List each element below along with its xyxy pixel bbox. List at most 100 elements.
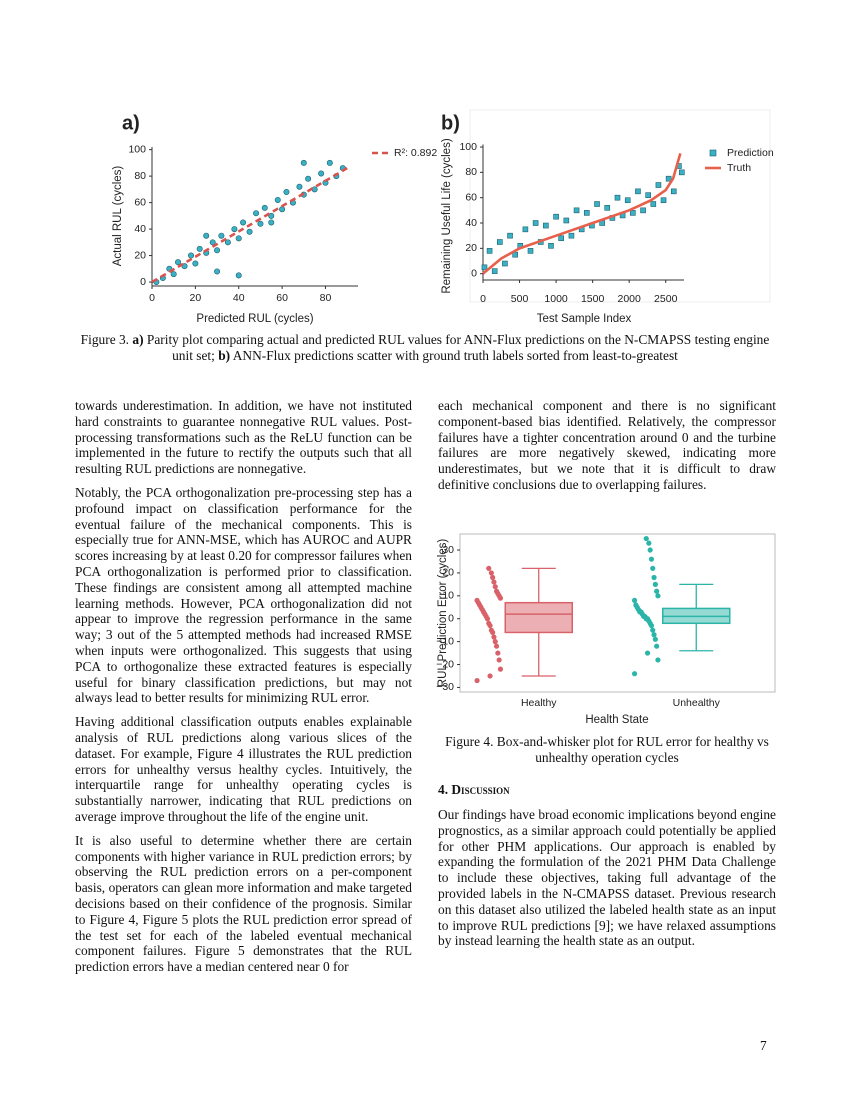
point	[235, 272, 242, 279]
legend-label: R²: 0.892	[394, 147, 437, 159]
strip-point	[491, 579, 497, 585]
x-tick-label: 2000	[618, 293, 642, 305]
point	[640, 207, 646, 214]
point	[274, 196, 281, 203]
point	[253, 210, 260, 217]
point	[548, 243, 554, 249]
point	[522, 226, 529, 233]
y-tick-label: 60	[134, 196, 146, 208]
point	[660, 197, 667, 204]
y-tick-label: 40	[465, 217, 477, 229]
y-tick-label: 100	[459, 141, 477, 153]
point	[568, 232, 575, 239]
point	[224, 239, 231, 246]
caption-part: ANN-Flux predictions scatter with ground…	[230, 347, 678, 363]
y-tick-label: −30	[436, 681, 454, 693]
x-tick-label: 20	[190, 292, 202, 304]
x-tick-label: 40	[233, 292, 245, 304]
strip-point	[493, 643, 500, 649]
x-tick-label: 2500	[654, 293, 678, 305]
point	[630, 210, 636, 216]
point	[507, 232, 513, 239]
y-axis-label: Actual RUL (cycles)	[112, 166, 124, 267]
point	[305, 175, 312, 182]
strip-point	[487, 673, 493, 679]
point	[300, 159, 307, 166]
point	[170, 271, 177, 278]
legend-label: Truth	[727, 162, 751, 174]
strip-point	[643, 535, 649, 542]
strip-point	[492, 639, 498, 645]
strip-point	[488, 570, 494, 576]
section-heading: 4. Discussion	[438, 782, 510, 797]
strip-point	[495, 650, 501, 656]
y-tick-label: 20	[442, 567, 454, 579]
point	[614, 194, 621, 201]
point	[645, 192, 651, 198]
point	[655, 182, 662, 188]
y-tick-label: 60	[465, 191, 477, 203]
paragraph: towards underestimation. In addition, we…	[75, 398, 412, 477]
y-tick-label: 0	[448, 613, 454, 625]
strip-point	[497, 666, 504, 672]
line	[482, 153, 682, 275]
strip-point	[647, 547, 653, 553]
point	[235, 235, 242, 242]
strip-point	[488, 627, 494, 633]
y-tick-label: 0	[471, 267, 477, 279]
strip-point	[486, 620, 492, 626]
strip-point	[486, 565, 492, 571]
legend-label: Prediction	[727, 147, 774, 159]
legend-marker	[709, 149, 717, 157]
x-tick-label: 0	[480, 293, 486, 305]
y-axis-label: RUL Prediction Error (cycles)	[437, 539, 449, 688]
point	[497, 239, 503, 245]
y-tick-label: 20	[134, 249, 146, 261]
strip-point	[474, 677, 480, 684]
x-tick-label: 500	[511, 293, 529, 305]
point	[231, 226, 238, 233]
figure-3-caption: Figure 3. a) Parity plot comparing actua…	[80, 332, 770, 363]
caption-part: a)	[132, 332, 144, 347]
point	[635, 188, 641, 195]
caption-part: Figure 3.	[80, 332, 133, 347]
point	[481, 264, 488, 271]
figure-4-caption: Figure 4. Box-and-whisker plot for RUL e…	[445, 734, 769, 765]
y-tick-label: 80	[465, 166, 477, 178]
point	[283, 189, 290, 196]
panel-frame	[469, 109, 771, 303]
point	[553, 213, 559, 220]
paragraph: Having additional classification outputs…	[75, 714, 412, 824]
strip-point	[651, 632, 657, 638]
strip-point	[644, 650, 651, 656]
y-tick-label: 40	[134, 223, 146, 235]
point	[486, 248, 493, 254]
strip-point	[650, 565, 656, 571]
y-tick-label: 100	[128, 143, 146, 155]
point	[573, 207, 580, 214]
point	[558, 235, 565, 242]
point	[196, 245, 203, 252]
y-tick-label: 10	[442, 590, 454, 602]
discussion: Our findings have broad economic implica…	[438, 807, 776, 957]
y-tick-label: 20	[465, 242, 477, 254]
paragraph: Our findings have broad economic implica…	[438, 807, 776, 949]
strip-point	[654, 588, 660, 594]
point	[532, 220, 539, 226]
point	[594, 201, 600, 207]
paragraph: each mechanical component and there is n…	[438, 398, 776, 492]
strip-point	[490, 574, 496, 581]
panel-label: a)	[122, 112, 140, 134]
point	[318, 170, 325, 177]
point	[679, 169, 685, 176]
x-tick-label: 60	[276, 292, 288, 304]
point	[665, 175, 672, 182]
strip-point	[631, 671, 638, 677]
line	[151, 167, 348, 284]
point	[257, 220, 264, 227]
strip-point	[652, 581, 658, 587]
caption-part: Parity plot comparing actual and predict…	[143, 332, 770, 363]
point	[650, 201, 657, 207]
strip-point	[633, 602, 639, 608]
